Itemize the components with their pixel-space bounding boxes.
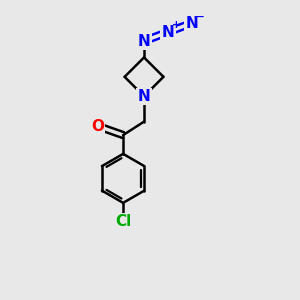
Text: N: N bbox=[138, 34, 150, 49]
Text: Cl: Cl bbox=[115, 214, 131, 229]
Text: N: N bbox=[138, 89, 150, 104]
Text: N: N bbox=[185, 16, 198, 31]
Text: O: O bbox=[91, 118, 104, 134]
Text: +: + bbox=[172, 20, 181, 31]
Text: N: N bbox=[161, 25, 174, 40]
Text: −: − bbox=[196, 12, 205, 22]
